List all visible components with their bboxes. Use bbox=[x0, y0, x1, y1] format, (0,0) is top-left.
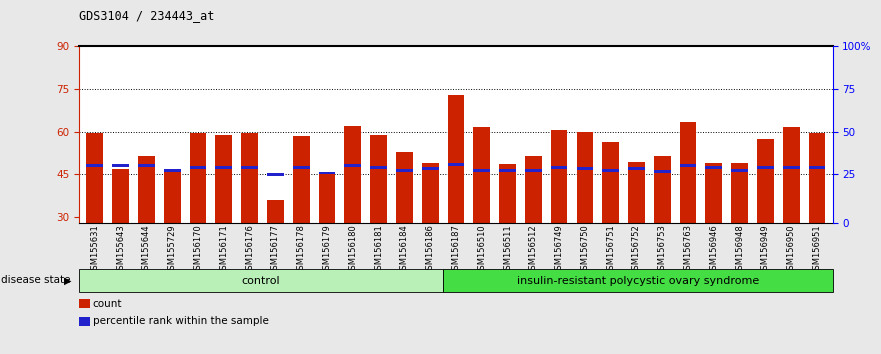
Bar bbox=[138, 165, 155, 167]
Bar bbox=[319, 172, 336, 175]
Bar bbox=[267, 173, 284, 176]
Bar bbox=[292, 136, 309, 223]
Bar bbox=[576, 167, 593, 170]
Text: GDS3104 / 234443_at: GDS3104 / 234443_at bbox=[79, 9, 215, 22]
Bar bbox=[628, 167, 645, 170]
Bar bbox=[473, 127, 490, 223]
Bar bbox=[112, 169, 129, 223]
Bar bbox=[189, 166, 206, 169]
Bar bbox=[215, 135, 232, 223]
Bar bbox=[138, 156, 155, 223]
Bar bbox=[473, 169, 490, 172]
Bar bbox=[551, 130, 567, 223]
Bar bbox=[370, 135, 387, 223]
Bar bbox=[680, 165, 697, 167]
Bar bbox=[164, 170, 181, 223]
Bar bbox=[86, 165, 103, 167]
Bar bbox=[443, 269, 833, 292]
Bar bbox=[603, 142, 619, 223]
Bar bbox=[79, 269, 443, 292]
Bar bbox=[783, 166, 800, 169]
Text: disease state: disease state bbox=[1, 275, 70, 285]
Bar bbox=[576, 132, 593, 223]
Bar bbox=[344, 126, 361, 223]
Bar bbox=[215, 166, 232, 169]
Bar bbox=[86, 133, 103, 223]
Bar bbox=[783, 127, 800, 223]
Bar bbox=[809, 133, 825, 223]
Bar bbox=[551, 166, 567, 169]
Bar bbox=[706, 163, 722, 223]
Bar bbox=[525, 156, 542, 223]
Text: percentile rank within the sample: percentile rank within the sample bbox=[93, 316, 269, 326]
Bar bbox=[706, 166, 722, 169]
Bar bbox=[757, 166, 774, 169]
Bar bbox=[292, 166, 309, 169]
Bar bbox=[603, 169, 619, 172]
Bar bbox=[500, 165, 516, 223]
Bar bbox=[422, 167, 439, 170]
Bar bbox=[241, 166, 258, 169]
Bar bbox=[241, 133, 258, 223]
Bar bbox=[500, 169, 516, 172]
Bar bbox=[370, 166, 387, 169]
Bar bbox=[112, 165, 129, 167]
Bar bbox=[448, 95, 464, 223]
Bar bbox=[654, 156, 670, 223]
Bar bbox=[731, 169, 748, 172]
Bar bbox=[680, 122, 697, 223]
Bar bbox=[809, 166, 825, 169]
Text: ▶: ▶ bbox=[64, 275, 72, 285]
Bar bbox=[344, 165, 361, 167]
Text: count: count bbox=[93, 298, 122, 309]
Bar bbox=[319, 173, 336, 223]
Bar bbox=[396, 169, 412, 172]
Bar bbox=[628, 162, 645, 223]
Bar bbox=[396, 152, 412, 223]
Bar bbox=[267, 200, 284, 223]
Bar bbox=[654, 170, 670, 173]
Bar bbox=[189, 133, 206, 223]
Text: control: control bbox=[241, 275, 280, 286]
Bar bbox=[448, 163, 464, 166]
Bar bbox=[757, 139, 774, 223]
Bar bbox=[164, 169, 181, 172]
Bar bbox=[731, 163, 748, 223]
Bar bbox=[422, 163, 439, 223]
Text: insulin-resistant polycystic ovary syndrome: insulin-resistant polycystic ovary syndr… bbox=[516, 275, 759, 286]
Bar bbox=[525, 169, 542, 172]
